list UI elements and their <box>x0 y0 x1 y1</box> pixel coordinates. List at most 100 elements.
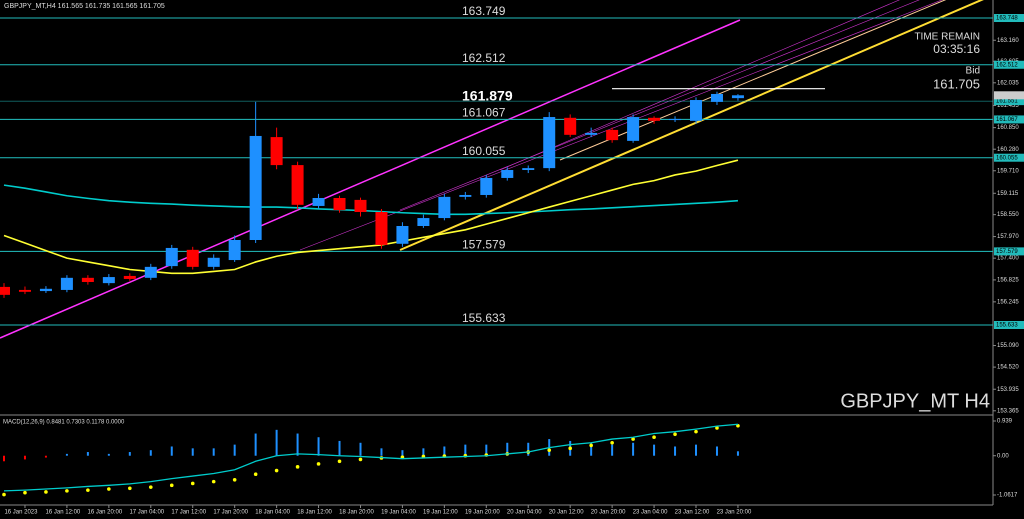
bid-box <box>994 91 1024 100</box>
y-tick-label: 160.850 <box>997 125 1019 131</box>
y-tick-label: 153.365 <box>997 408 1019 414</box>
candle-body <box>39 288 52 292</box>
candle-body <box>207 257 220 267</box>
candle-body <box>291 165 304 205</box>
x-tick-label: 17 Jan 20:00 <box>213 510 248 516</box>
candle-body <box>60 277 73 290</box>
y-tick-label: 157.970 <box>997 234 1019 240</box>
level-label: 157.579 <box>462 238 506 252</box>
header: GBPJPY_MT,H4 161.565 161.735 161.565 161… <box>4 3 165 10</box>
x-tick-label: 19 Jan 20:00 <box>465 510 500 516</box>
axis-label-box <box>994 60 1024 69</box>
candle-body <box>606 129 619 141</box>
y-tick-label: 161.435 <box>997 103 1019 109</box>
x-tick-label: 20 Jan 20:00 <box>591 510 626 516</box>
candle-body <box>648 117 661 121</box>
macd-signal-dot <box>23 490 27 495</box>
axis-marked-label: 163.748 <box>996 16 1018 22</box>
candle-body <box>669 118 682 121</box>
highlight-level-label: 161.879 <box>462 87 513 103</box>
candle-body <box>480 177 493 195</box>
x-tick-label: 17 Jan 04:00 <box>129 510 164 516</box>
candle-body <box>459 194 472 197</box>
candle-body <box>396 225 409 244</box>
candle-body <box>228 239 241 261</box>
axis-label-box <box>994 14 1024 23</box>
macd-signal-dot <box>337 459 342 464</box>
y-tick-label: 154.520 <box>997 365 1019 371</box>
candle-body <box>165 247 178 267</box>
macd-y-tick-label: 0.939 <box>997 419 1013 425</box>
macd-signal-dot <box>715 426 719 430</box>
bid: 161.705 <box>933 76 980 91</box>
y-tick-label: 156.245 <box>997 299 1019 305</box>
candle-body <box>333 198 346 211</box>
axis-label-box <box>994 153 1024 162</box>
axis-label-box <box>994 321 1024 330</box>
candle-body <box>438 196 451 219</box>
macd-signal-dot <box>568 446 572 451</box>
candle-body <box>144 266 157 278</box>
candle-body <box>585 132 598 135</box>
candle-body <box>270 137 283 166</box>
level-label: 163.749 <box>462 4 506 18</box>
macd-signal-dot <box>316 462 321 466</box>
macd-signal-dot <box>253 472 258 477</box>
axis-marked-label: 161.551 <box>996 99 1018 105</box>
x-tick-label: 20 Jan 12:00 <box>549 510 584 516</box>
macd-signal-dot <box>44 490 48 494</box>
macd-signal-dot <box>190 481 195 486</box>
macd-signal-dot <box>589 443 593 448</box>
candle-body <box>710 93 723 102</box>
indicator-line <box>3 159 739 275</box>
x-tick-label: 18 Jan 04:00 <box>255 510 290 516</box>
y-tick-label: 159.115 <box>997 191 1019 197</box>
candle-body <box>731 95 744 99</box>
macd-signal-dot <box>358 457 363 462</box>
axis-marked-label: 155.633 <box>996 323 1018 329</box>
candle-body <box>186 249 199 267</box>
candle-body <box>312 198 325 206</box>
macd-signal-dot <box>2 492 6 497</box>
y-tick-label: 153.935 <box>997 387 1019 393</box>
x-tick-label: 16 Jan 20:00 <box>87 510 122 516</box>
x-tick-label: 19 Jan 04:00 <box>381 510 416 516</box>
candle-body <box>690 100 703 121</box>
axis-marked-label: 161.067 <box>996 117 1018 123</box>
macd-signal-dot <box>652 435 656 440</box>
macd-signal-dot <box>631 437 635 441</box>
candle-body <box>501 170 514 178</box>
candle-body <box>627 117 640 141</box>
level-label: 160.055 <box>462 144 506 158</box>
y-tick-label: 160.280 <box>997 147 1019 153</box>
macd-signal-dot <box>274 468 279 473</box>
macd-signal-dot <box>295 465 300 469</box>
axis-marked-label: 162.512 <box>996 62 1018 68</box>
y-tick-label: 163.160 <box>997 38 1019 44</box>
macd-signal-dot <box>86 488 90 492</box>
macd-y-tick-label: -1.0617 <box>997 493 1018 499</box>
macd-signal-dot <box>148 485 153 489</box>
macd-signal-dot <box>673 432 677 437</box>
macd-signal-dot <box>211 479 216 484</box>
y-tick-label: 162.035 <box>997 80 1019 86</box>
x-tick-label: 23 Jan 04:00 <box>633 510 668 516</box>
macd-signal-dot <box>232 477 237 482</box>
macd-signal-dot <box>610 440 614 445</box>
axis-label-box <box>994 115 1024 124</box>
macd-signal-dot <box>65 489 69 493</box>
candle-body <box>354 199 367 213</box>
x-tick-label: 17 Jan 12:00 <box>171 510 206 516</box>
macd-signal-dot <box>169 483 174 488</box>
axis-marked-label: 157.579 <box>996 249 1018 255</box>
macd-y-tick-label: 0.00 <box>997 453 1009 459</box>
candle-body <box>18 289 31 292</box>
macd-line <box>3 423 739 492</box>
x-tick-label: 16 Jan 12:00 <box>46 510 81 516</box>
axis-label-box <box>994 247 1024 256</box>
y-tick-label: 157.400 <box>997 256 1019 262</box>
candle-body <box>249 135 262 240</box>
candle-body <box>375 212 388 245</box>
x-tick-label: 23 Jan 20:00 <box>717 510 752 516</box>
